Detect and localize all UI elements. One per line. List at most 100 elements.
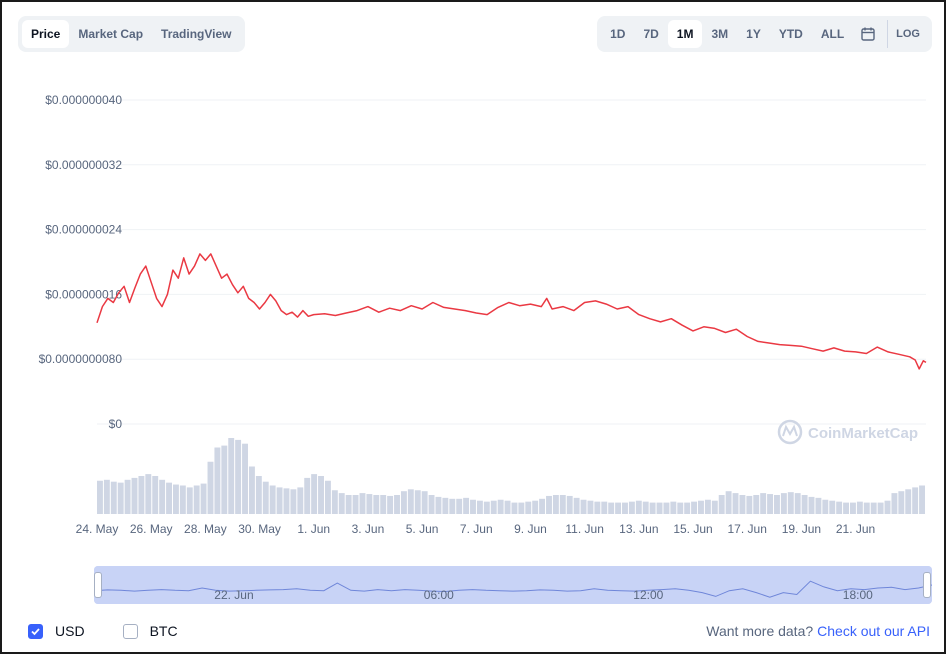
price-chart[interactable]: $0 $0.0000000080 $0.000000016 $0.000000024 $… bbox=[2, 2, 944, 562]
volume-bar bbox=[297, 487, 303, 514]
chart-footer: USD BTC Want more data? Check out our API bbox=[28, 620, 930, 642]
volume-bar bbox=[781, 493, 787, 514]
volume-bar bbox=[477, 501, 483, 514]
volume-bar bbox=[429, 495, 435, 514]
volume-bar bbox=[498, 500, 504, 514]
volume-bar bbox=[360, 493, 366, 514]
volume-bar bbox=[235, 440, 241, 514]
volume-bar bbox=[242, 444, 248, 514]
navigator-time-label: 18:00 bbox=[843, 588, 873, 602]
volume-bar bbox=[512, 503, 518, 514]
volume-bar bbox=[891, 493, 897, 514]
volume-bar bbox=[173, 485, 179, 514]
navigator-right-handle[interactable] bbox=[923, 572, 931, 598]
volume-bar bbox=[470, 500, 476, 514]
navigator-left-handle[interactable] bbox=[94, 572, 102, 598]
volume-bar bbox=[249, 467, 255, 515]
volume-bar bbox=[152, 476, 158, 514]
y-tick-label: $0 bbox=[109, 417, 123, 431]
x-tick-label: 13. Jun bbox=[619, 522, 658, 536]
x-tick-label: 9. Jun bbox=[514, 522, 547, 536]
volume-bar bbox=[802, 495, 808, 514]
volume-bar bbox=[829, 501, 835, 514]
volume-bar bbox=[311, 474, 317, 514]
volume-bar bbox=[878, 503, 884, 514]
volume-bar bbox=[166, 483, 172, 514]
price-line bbox=[97, 254, 926, 369]
volume-bar bbox=[194, 486, 200, 515]
volume-bar bbox=[353, 495, 359, 514]
volume-bar bbox=[125, 480, 131, 514]
volume-bar bbox=[581, 500, 587, 514]
range-navigator[interactable]: 22. Jun 06:00 12:00 18:00 bbox=[94, 566, 932, 604]
usd-checkbox[interactable] bbox=[28, 624, 43, 639]
volume-bar bbox=[864, 503, 870, 514]
volume-bar bbox=[436, 497, 442, 514]
x-tick-label: 30. May bbox=[238, 522, 281, 536]
volume-bar bbox=[663, 503, 669, 514]
volume-bar bbox=[270, 486, 276, 515]
volume-bar bbox=[691, 502, 697, 514]
volume-bar bbox=[650, 503, 656, 514]
more-data-text: Want more data? Check out our API bbox=[706, 623, 930, 639]
volume-bar bbox=[442, 498, 448, 514]
x-tick-label: 21. Jun bbox=[836, 522, 875, 536]
api-link[interactable]: Check out our API bbox=[817, 623, 930, 639]
volume-bar bbox=[898, 491, 904, 514]
volume-bar bbox=[871, 503, 877, 514]
volume-bar bbox=[463, 498, 469, 514]
x-tick-label: 15. Jun bbox=[673, 522, 712, 536]
volume-bar bbox=[118, 483, 124, 514]
volume-bar bbox=[373, 495, 379, 514]
navigator-time-label: 22. Jun bbox=[214, 588, 253, 602]
volume-bar bbox=[733, 493, 739, 514]
volume-bar bbox=[201, 484, 207, 514]
volume-bar bbox=[104, 480, 110, 514]
x-tick-label: 24. May bbox=[76, 522, 119, 536]
volume-bar bbox=[111, 482, 117, 514]
x-tick-label: 26. May bbox=[130, 522, 173, 536]
volume-bar bbox=[774, 495, 780, 514]
volume-bar bbox=[885, 501, 891, 514]
more-data-prompt: Want more data? bbox=[706, 623, 813, 639]
volume-bar bbox=[145, 474, 151, 514]
volume-bar bbox=[449, 499, 455, 514]
volume-bar bbox=[553, 495, 559, 514]
volume-bar bbox=[719, 495, 725, 514]
volume-bar bbox=[318, 476, 324, 514]
y-tick-label: $0.000000032 bbox=[45, 158, 122, 172]
usd-label: USD bbox=[55, 623, 85, 639]
volume-bar bbox=[394, 495, 400, 514]
volume-bar bbox=[532, 501, 538, 514]
y-tick-label: $0.0000000080 bbox=[39, 352, 123, 366]
y-tick-label: $0.000000024 bbox=[45, 223, 122, 237]
volume-bar bbox=[843, 503, 849, 514]
navigator-time-label: 06:00 bbox=[424, 588, 454, 602]
volume-bar bbox=[822, 500, 828, 514]
volume-bar bbox=[387, 496, 393, 514]
btc-checkbox[interactable] bbox=[123, 624, 138, 639]
x-tick-label: 7. Jun bbox=[460, 522, 493, 536]
volume-bar bbox=[712, 501, 718, 514]
volume-bar bbox=[415, 490, 421, 514]
volume-bar bbox=[767, 494, 773, 514]
volume-bar bbox=[484, 502, 490, 514]
volume-bar bbox=[608, 503, 614, 514]
volume-bar bbox=[277, 487, 283, 514]
volume-bar bbox=[574, 498, 580, 514]
volume-bar bbox=[746, 496, 752, 514]
volume-bar bbox=[401, 491, 407, 514]
volume-bar bbox=[809, 497, 815, 514]
volume-bar bbox=[560, 495, 566, 514]
volume-bar bbox=[629, 502, 635, 514]
x-tick-label: 17. Jun bbox=[728, 522, 767, 536]
volume-bar bbox=[456, 499, 462, 514]
volume-bar bbox=[159, 480, 165, 514]
navigator-time-label: 12:00 bbox=[633, 588, 663, 602]
volume-bar bbox=[795, 493, 801, 514]
volume-bar bbox=[726, 491, 732, 514]
volume-bar bbox=[214, 448, 220, 515]
volume-bar bbox=[760, 493, 766, 514]
volume-bar bbox=[422, 491, 428, 514]
